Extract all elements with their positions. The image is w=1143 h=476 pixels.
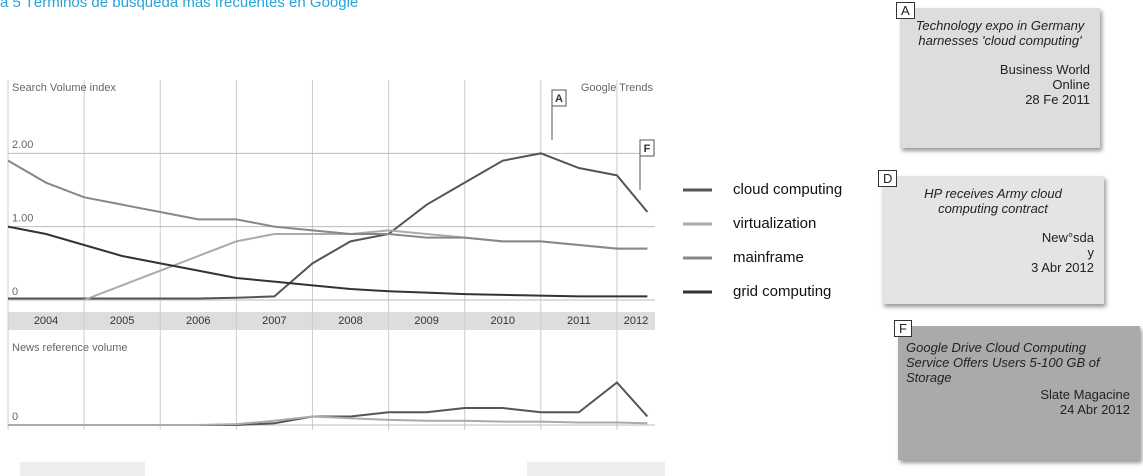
legend-label: cloud computing	[733, 181, 842, 198]
note-text: Technology expo in Germany harnesses 'cl…	[915, 18, 1085, 48]
flag-letter: F	[644, 143, 651, 155]
note-date: 28 Fe 2011	[1025, 92, 1090, 107]
flag	[551, 89, 567, 107]
footer-box	[527, 462, 665, 476]
x-tick-label: 2011	[567, 315, 591, 327]
series-line	[7, 225, 648, 298]
note-letter: D	[878, 170, 898, 187]
x-tick-label: 2009	[414, 315, 438, 327]
y-tick-label: 0	[12, 286, 18, 298]
y-axis-label: Search Volume index	[12, 82, 116, 94]
series-line	[8, 381, 649, 426]
note-source: New°sda y	[1041, 230, 1094, 260]
legend-label: mainframe	[733, 249, 804, 266]
brand: Google Trends	[581, 82, 654, 94]
y-tick-label: 2.00	[12, 139, 33, 151]
chart: 2004 2005 2006 2007 2008 2009 2010 2011 2012 Sear…	[7, 80, 842, 476]
note-date: 24 Abr 2012	[1059, 402, 1130, 417]
flag	[639, 139, 655, 157]
x-tick-label: 2007	[262, 315, 286, 327]
x-tick-label: 2004	[34, 315, 58, 327]
series-line	[8, 415, 648, 426]
x-tick-label: 2012	[624, 315, 648, 327]
note-letter: F	[894, 320, 912, 337]
note-text: HP receives Army cloud computing contrac…	[924, 186, 1062, 216]
x-tick-label: 2005	[110, 315, 134, 327]
y-axis-label: News reference volume	[12, 342, 128, 354]
legend-label: virtualization	[733, 215, 816, 232]
x-tick-label: 2006	[186, 315, 210, 327]
series-line	[8, 152, 649, 300]
flag-letter: A	[555, 93, 563, 105]
year-band	[8, 312, 655, 330]
series-line	[7, 159, 648, 250]
page-title: a 5 Términos de búsqueda más frecuentes …	[0, 0, 359, 11]
note-date: 3 Abr 2012	[1031, 260, 1094, 275]
note-text: Google Drive Cloud Computing Service Off…	[906, 340, 1100, 385]
note-source: Business World Online	[999, 62, 1090, 92]
x-tick-label: 2008	[338, 315, 362, 327]
note-source: Slate Magacine	[1040, 387, 1130, 402]
legend-label: grid computing	[733, 283, 831, 300]
footer-box	[20, 462, 145, 476]
y-tick-label: 1.00	[12, 213, 33, 225]
x-tick-label: 2010	[491, 315, 515, 327]
note-letter: A	[896, 2, 915, 19]
note: F Google Drive Cloud Computing Service Of…	[894, 320, 1140, 460]
note: D HP receives Army cloud computing contra…	[878, 170, 1104, 304]
note: A Technology expo in Germany harnesses 'c…	[896, 2, 1100, 148]
y-tick-label: 0	[12, 411, 18, 423]
